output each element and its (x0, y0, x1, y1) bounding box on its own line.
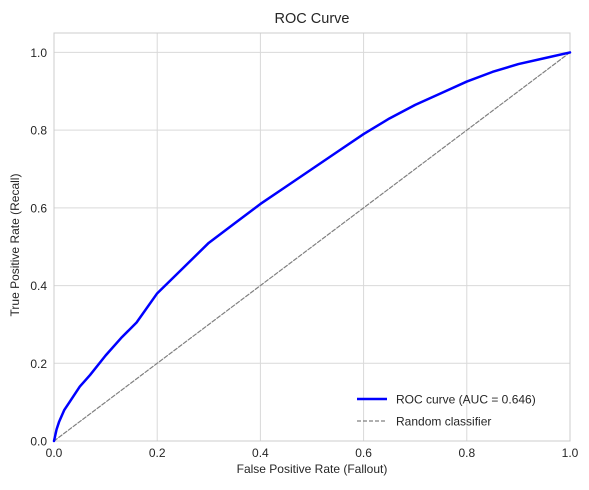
random-classifier-line (53, 51, 571, 442)
y-tick-label: 0.6 (30, 201, 47, 215)
y-tick-label: 0.2 (30, 357, 47, 371)
y-tick-label: 1.0 (30, 46, 47, 60)
x-tick-label: 0.2 (149, 446, 166, 460)
x-tick-label: 1.0 (562, 446, 579, 460)
legend-roc-label: ROC curve (AUC = 0.646) (396, 393, 536, 407)
y-axis-label: True Positive Rate (Recall) (8, 174, 22, 317)
y-tick-label: 0.8 (30, 124, 47, 138)
y-tick-label: 0.0 (30, 435, 47, 449)
tick-labels: 0.0 0.2 0.4 0.6 0.8 1.0 0.0 0.2 0.4 0.6 0.8 1.0 (30, 46, 578, 460)
legend-random-label: Random classifier (396, 415, 491, 429)
y-tick-label: 0.4 (30, 279, 47, 293)
roc-curve-line (52, 51, 572, 443)
x-tick-label: 0.6 (355, 446, 372, 460)
x-tick-label: 0.4 (252, 446, 269, 460)
plot-frame (53, 32, 571, 442)
chart-title: ROC Curve (275, 11, 350, 27)
series-layer (52, 51, 572, 443)
x-tick-label: 0.0 (46, 446, 63, 460)
x-axis-label: False Positive Rate (Fallout) (237, 462, 388, 476)
x-tick-label: 0.8 (458, 446, 475, 460)
legend: ROC curve (AUC = 0.646) Random classifie… (357, 393, 536, 429)
